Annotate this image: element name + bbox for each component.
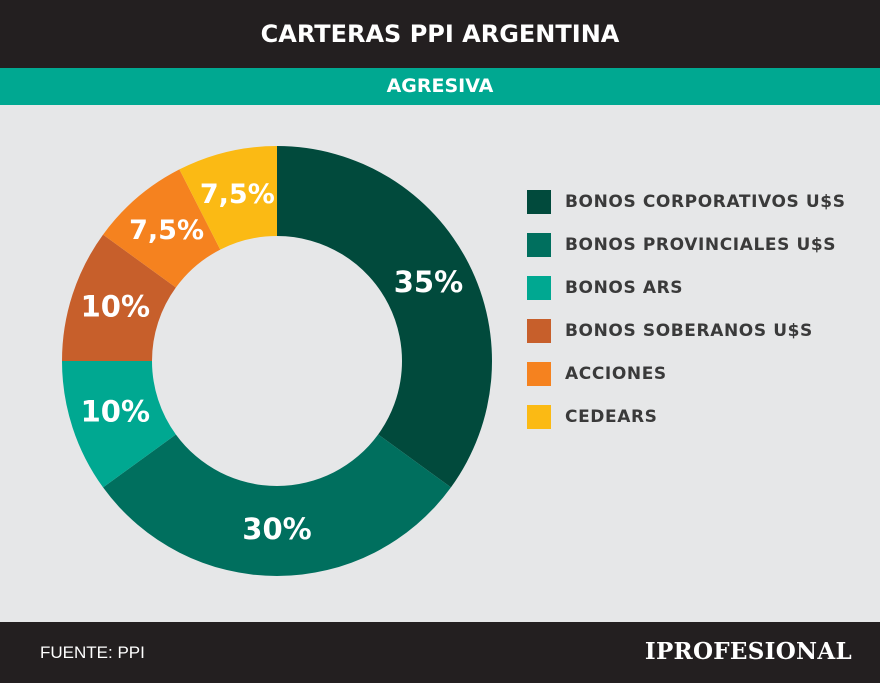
legend-label: BONOS PROVINCIALES U$S [565,235,837,255]
legend-swatch [527,405,551,429]
footer-band [0,622,880,683]
data-label-bonos-provinciales-u-s: 30% [242,512,311,546]
legend-label: ACCIONES [565,364,667,384]
legend-label: BONOS CORPORATIVOS U$S [565,192,846,212]
data-label-bonos-soberanos-u-s: 10% [81,289,150,323]
legend-label: BONOS SOBERANOS U$S [565,321,813,341]
chart-subtitle: AGRESIVA [386,75,494,97]
legend-label: CEDEARS [565,407,658,427]
legend-swatch [527,276,551,300]
legend-swatch [527,190,551,214]
legend-swatch [527,362,551,386]
source-note: FUENTE: PPI [40,643,145,662]
subtitle-band [0,68,880,105]
donut-chart: 35% 30% 10% 10% 7,5% 7,5% [62,146,492,577]
data-label-cedears: 7,5% [200,179,275,210]
slice-bonos-corporativos-u-s [277,146,492,488]
slice-bonos-ars [62,361,176,488]
data-label-bonos-ars: 10% [81,395,150,429]
slice-bonos-provinciales-u-s [103,434,451,577]
legend-swatch [527,233,551,257]
legend-label: BONOS ARS [565,278,684,298]
slice-bonos-soberanos-u-s [62,234,176,361]
slice-acciones [103,169,221,288]
data-label-bonos-corporativos-u-s: 35% [394,265,463,299]
iprofesional-logo: IPROFESIONAL [644,638,852,665]
title-band [0,0,880,68]
chart-title: CARTERAS PPI ARGENTINA [260,20,620,48]
slice-cedears [179,146,277,250]
legend-swatch [527,319,551,343]
data-label-acciones: 7,5% [129,215,204,246]
